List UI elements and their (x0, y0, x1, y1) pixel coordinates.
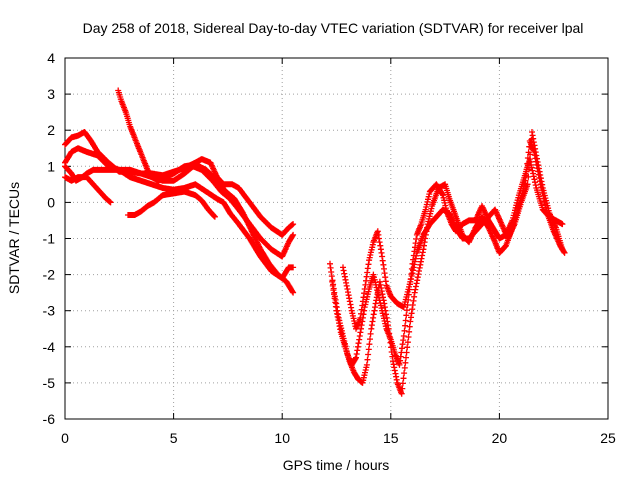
axis-ticks: 0 5 10 15 20 25 -6 -5 -4 -3 -2 -1 0 1 2 3 4 (43, 50, 616, 446)
plot-frame (64, 57, 609, 420)
chart-title: Day 258 of 2018, Sidereal Day-to-day VTE… (83, 20, 584, 36)
y-tick-label: -6 (43, 411, 56, 427)
x-tick-label: 5 (170, 430, 178, 446)
series-track-3 (62, 163, 297, 282)
series-track-1 (62, 129, 297, 238)
y-tick-label: 3 (47, 86, 55, 102)
y-tick-label: 0 (47, 194, 55, 210)
grid-lines (65, 58, 608, 419)
x-tick-label: 20 (492, 430, 508, 446)
x-tick-label: 15 (383, 430, 399, 446)
y-tick-label: -5 (43, 375, 56, 391)
y-axis-label: SDTVAR / TECUs (6, 182, 22, 294)
data-points (62, 163, 297, 282)
x-tick-label: 10 (274, 430, 290, 446)
y-tick-label: -4 (43, 339, 56, 355)
y-tick-label: -2 (43, 267, 56, 283)
data-points (340, 129, 566, 332)
y-tick-label: 1 (47, 158, 55, 174)
x-tick-label: 0 (61, 430, 69, 446)
data-points (62, 174, 114, 206)
series-track-4 (62, 174, 114, 206)
series-track-9 (340, 129, 566, 332)
y-tick-label: -3 (43, 303, 56, 319)
data-series (62, 87, 568, 397)
y-tick-label: -1 (43, 231, 56, 247)
x-tick-label: 25 (600, 430, 616, 446)
series-track-5 (115, 87, 297, 296)
data-points (125, 188, 218, 220)
y-tick-label: 4 (47, 50, 55, 66)
y-tick-label: 2 (47, 122, 55, 138)
data-points (62, 129, 297, 238)
x-axis-label: GPS time / hours (283, 457, 390, 473)
data-points (115, 87, 297, 296)
series-track-6 (125, 188, 218, 220)
